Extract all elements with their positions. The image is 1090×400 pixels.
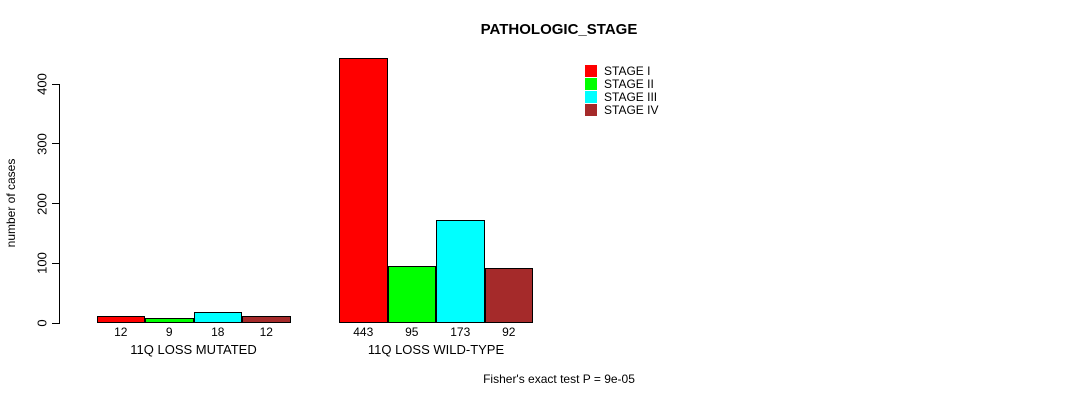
chart-title: PATHOLOGIC_STAGE	[480, 21, 638, 38]
bar-value-label: 12	[259, 325, 273, 339]
bar	[96, 315, 145, 323]
bar	[484, 268, 533, 323]
legend-item: STAGE I	[585, 65, 658, 77]
bar	[436, 219, 485, 323]
bar-value-label: 92	[502, 325, 516, 339]
y-tick-mark	[52, 203, 59, 204]
y-tick-mark	[52, 322, 59, 324]
legend-swatch	[585, 91, 597, 103]
legend: STAGE I STAGE II STAGE III STAGE IV	[585, 65, 658, 117]
legend-item: STAGE II	[585, 78, 658, 90]
annotation-text: Fisher's exact test P = 9e-05	[483, 372, 635, 386]
y-tick-mark	[52, 83, 59, 85]
y-tick-mark	[52, 143, 59, 145]
bar-value-label: 12	[114, 325, 128, 339]
legend-label: STAGE II	[604, 77, 654, 91]
bar-value-label: 173	[450, 325, 471, 339]
category-label: 11Q LOSS MUTATED	[130, 342, 257, 357]
bar	[145, 317, 194, 323]
legend-item: STAGE III	[585, 91, 658, 103]
bar	[387, 266, 436, 323]
legend-label: STAGE I	[604, 64, 651, 78]
legend-swatch	[585, 65, 597, 77]
legend-label: STAGE IV	[604, 103, 659, 117]
bar-value-label: 18	[211, 325, 225, 339]
bar	[242, 315, 291, 323]
legend-swatch	[585, 78, 597, 90]
legend-swatch	[585, 104, 597, 116]
legend-label: STAGE III	[604, 90, 658, 104]
bar-value-label: 95	[405, 325, 419, 339]
bar	[339, 58, 388, 323]
category-label: 11Q LOSS WILD-TYPE	[367, 342, 505, 357]
legend-item: STAGE IV	[585, 104, 658, 116]
bar	[193, 312, 242, 323]
y-tick-mark	[52, 262, 59, 264]
y-axis-line	[59, 84, 60, 324]
bar-value-label: 9	[165, 325, 173, 339]
bar-value-label: 443	[353, 325, 374, 339]
